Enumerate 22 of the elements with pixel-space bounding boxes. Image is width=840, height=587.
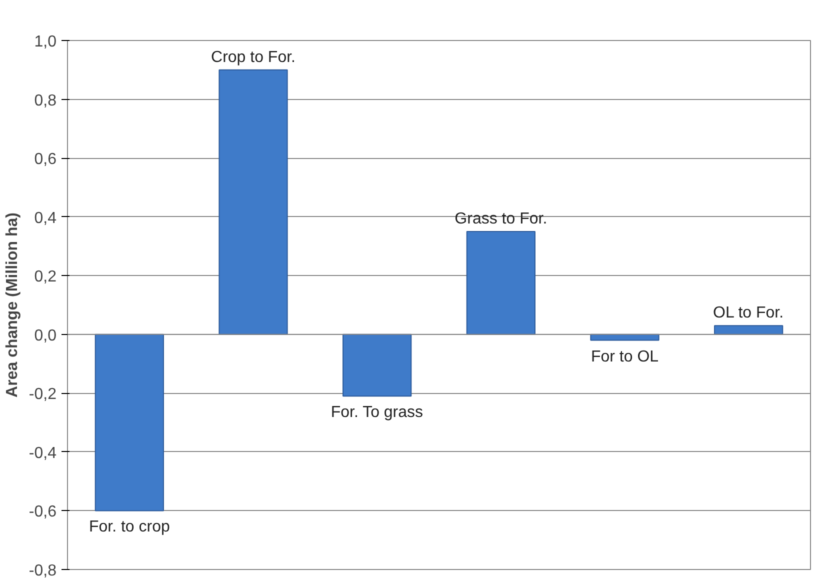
y-tick-label: 0,2 [34,268,57,286]
bar [94,334,164,512]
y-axis-title: Area change (Million ha) [4,212,21,398]
y-tick-label: -0,4 [28,444,57,462]
y-tick-label: 0,8 [34,92,57,110]
y-tick-label: 0,4 [34,210,57,227]
y-tick-label: -0,8 [28,562,57,580]
x-tick-label: For to OL [590,348,659,366]
x-tick-label: For. to crop [88,518,170,536]
bar [218,69,288,335]
x-tick-label: Grass to For. [454,210,548,228]
bar [342,334,412,397]
y-tick-label: -0,2 [28,386,57,404]
y-tick-label: 0,0 [34,327,57,344]
y-tick-label: 1,0 [34,34,57,50]
bar [466,231,536,335]
y-tick-label: -0,6 [28,504,57,521]
x-tick-label: For. To grass [330,404,424,422]
x-tick-label: Crop to For. [211,48,296,66]
y-tick-label: 0,6 [34,151,57,168]
bar [714,325,784,335]
x-tick-label: OL to For. [713,304,784,322]
